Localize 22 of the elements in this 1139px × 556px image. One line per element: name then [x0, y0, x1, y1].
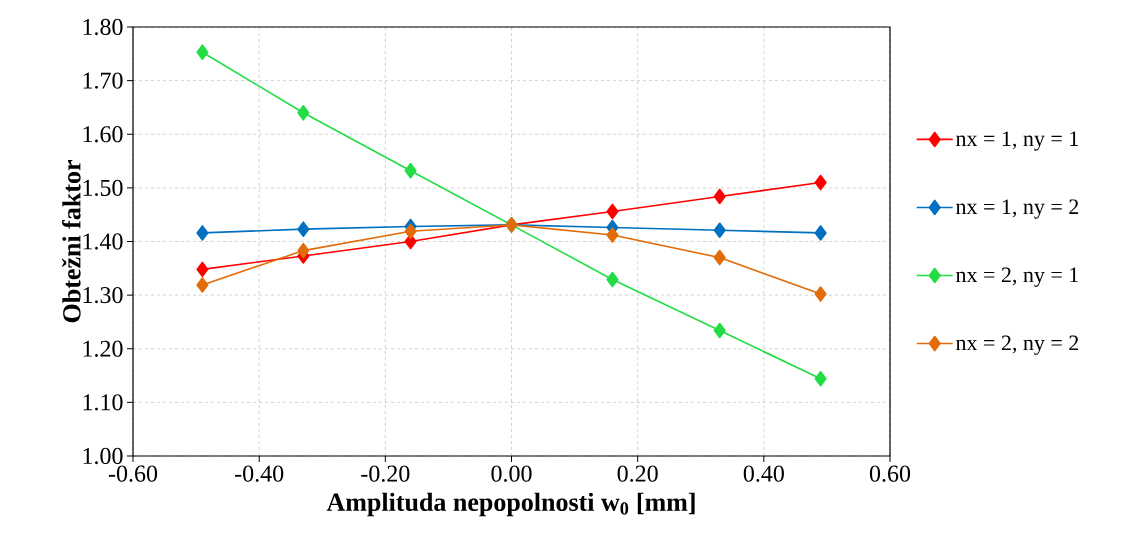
- x-tick-label: 0.40: [743, 465, 784, 482]
- legend-label: nx = 2, ny = 1: [956, 267, 1078, 287]
- y-tick-label: 1.80: [83, 18, 123, 36]
- legend-label: nx = 1, ny = 2: [956, 199, 1079, 219]
- y-tick-label: 1.70: [83, 72, 123, 89]
- legend-label: nx = 1, ny = 1: [956, 131, 1078, 151]
- y-tick-label: 1.60: [83, 126, 123, 143]
- x-tick-label: 0.20: [617, 465, 658, 482]
- x-tick-label: 0.00: [491, 465, 532, 482]
- legend-label: nx = 2, ny = 2: [956, 335, 1079, 355]
- y-tick-label: 1.10: [83, 394, 123, 411]
- y-tick-label: 1.00: [83, 447, 123, 465]
- x-tick-label: -0.20: [361, 465, 410, 482]
- x-axis-title: Amplituda nepopolnosti w$_{0}$ [mm]: [326, 492, 695, 517]
- y-tick-label: 1.50: [83, 179, 123, 197]
- y-tick-label: 1.30: [83, 286, 123, 304]
- x-tick-label: -0.60: [108, 465, 158, 482]
- y-tick-label: 1.40: [83, 233, 123, 250]
- y-tick-label: 1.20: [83, 340, 123, 357]
- y-axis-title: Obtežni faktor: [62, 160, 81, 323]
- x-tick-label: -0.40: [235, 465, 284, 482]
- x-tick-label: 0.60: [869, 465, 911, 482]
